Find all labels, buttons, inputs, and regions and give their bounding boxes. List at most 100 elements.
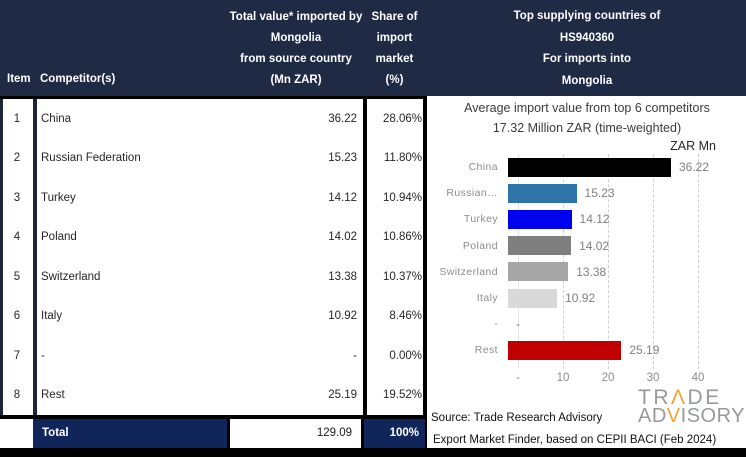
bar-italy [508, 288, 558, 308]
col-header-value-line: Total value* imported by [229, 11, 363, 23]
category-label: Russian… [446, 187, 498, 200]
cell-item: 1 [13, 112, 21, 125]
x-axis-ticks: - 10 20 30 40 [516, 372, 704, 386]
cell-competitor: China [41, 112, 72, 125]
chart-row: Poland 14.02 [428, 233, 746, 259]
cell-competitor: Switzerland [41, 270, 101, 283]
chart-row: China 36.22 [428, 154, 746, 180]
bar-area: 10.92 [508, 285, 746, 311]
cell-share: 19.52% [382, 389, 422, 402]
cell-item: 8 [13, 389, 21, 402]
chart-row: Turkey 14.12 [428, 206, 746, 232]
chart-grid [518, 154, 699, 369]
cell-competitor: Italy [41, 310, 63, 323]
total-row-label: Total [33, 419, 227, 448]
category-label: Italy [476, 292, 498, 305]
bar-poland [508, 236, 572, 256]
bar-value-label: 13.38 [576, 264, 607, 279]
table-row: 1 China 36.22 28.06% [0, 99, 427, 139]
bar-value-label: 14.02 [579, 238, 610, 253]
category-label: China [468, 161, 498, 174]
chart-title: Average import value from top 6 competit… [464, 101, 710, 115]
bar-value-label: 25.19 [629, 343, 660, 358]
source-text-line-2: Export Market Finder, based on CEPII BAC… [433, 434, 717, 446]
category-label: - [494, 318, 498, 331]
logo-caret-icon: Λ [671, 386, 688, 409]
category-label: Switzerland [439, 265, 498, 278]
bar-area: 15.23 [508, 180, 746, 206]
table-row: 2 Russian Federation 15.23 11.80% [0, 139, 427, 179]
bar-value-label: 14.12 [579, 212, 610, 227]
gridline [563, 154, 564, 369]
cell-value: 13.38 [328, 270, 357, 283]
chart-row: Italy 10.92 [428, 285, 746, 311]
cell-competitor: Poland [41, 231, 77, 244]
header-band: Item Competitor(s) Total value* imported… [0, 0, 746, 96]
col-header-value-line: from source country [240, 53, 352, 65]
category-label: Rest [474, 344, 498, 357]
logo-v-icon: V [666, 405, 681, 427]
x-tick-label: - [516, 372, 520, 384]
chart-row: Russian… 15.23 [428, 180, 746, 206]
bar-turkey [508, 209, 572, 229]
table-row: 3 Turkey 14.12 10.94% [0, 178, 427, 218]
bar-switzerland [508, 262, 569, 282]
table-right-border [423, 96, 427, 450]
chart-row: -- [428, 311, 746, 337]
col-header-competitor: Competitor(s) [40, 73, 116, 85]
chart-panel-title-line: Mongolia [561, 74, 613, 87]
table-row: 7 - - 0.00% [0, 336, 427, 376]
category-label: Turkey [463, 213, 498, 226]
cell-item: 4 [13, 231, 21, 244]
table-row: 4 Poland 14.02 10.86% [0, 218, 427, 258]
item-column-divider [33, 99, 37, 415]
cell-share: 10.86% [382, 231, 422, 244]
category-label: Poland [462, 239, 498, 252]
col-header-value-line: (Mn ZAR) [270, 74, 322, 86]
cell-share: 8.46% [389, 310, 422, 323]
bar-rest [508, 340, 622, 360]
chart-panel-title-line: Top supplying countries of [513, 10, 661, 22]
col-header-share: Share of import market (%) [366, 7, 423, 91]
table-row: 8 Rest 25.19 19.52% [0, 376, 427, 416]
chart-panel-title-line: For imports into [542, 53, 632, 65]
cell-share: 10.94% [382, 191, 422, 204]
x-tick-label: 40 [691, 372, 705, 384]
competitors-table: 1 China 36.22 28.06% 2 Russian Federation 15.2… [0, 96, 427, 419]
cell-share: 0.00% [389, 349, 422, 362]
axis-unit-label: ZAR Mn [670, 139, 716, 153]
table-rows: 1 China 36.22 28.06% 2 Russian Federation 15.2… [0, 99, 427, 415]
bar-area: 14.12 [508, 206, 746, 232]
cell-value: 14.02 [328, 231, 357, 244]
gridline [698, 154, 699, 369]
logo-word-advisory: ADVISORY [638, 405, 746, 427]
bar-russian [508, 183, 577, 203]
chart-panel-title: Top supplying countries of HS940360 For … [432, 6, 742, 92]
bar-value-label: 36.22 [678, 160, 710, 175]
chart-row: Switzerland 13.38 [428, 259, 746, 285]
col-header-share-line: import [376, 32, 413, 44]
bar-area: 14.02 [508, 233, 746, 259]
gridline [518, 154, 519, 369]
chart-panel-title-line: HS940360 [559, 31, 615, 44]
cell-competitor: - [41, 349, 45, 362]
cell-competitor: Russian Federation [41, 152, 141, 165]
bar-value-label: 15.23 [584, 186, 615, 201]
chart-panel: Average import value from top 6 competit… [428, 96, 746, 448]
col-header-value: Total value* imported by Mongolia from s… [226, 7, 366, 91]
trade-advisory-logo: TRΛDE ADVISORY [638, 386, 746, 427]
bar-area: 25.19 [508, 337, 746, 363]
gridline [653, 154, 654, 369]
bottom-border-bar [0, 448, 746, 457]
x-tick-label: 30 [646, 372, 660, 384]
cell-value: - [353, 349, 357, 362]
cell-share: 28.06% [382, 112, 422, 125]
chart-subtitle: 17.32 Million ZAR (time-weighted) [492, 121, 682, 135]
cell-value: 14.12 [328, 191, 357, 204]
cell-item: 2 [13, 152, 21, 165]
chart-row: Rest 25.19 [428, 337, 746, 363]
bar-value-label: 10.92 [565, 291, 596, 306]
col-header-value-line: Mongolia [270, 32, 322, 44]
cell-item: 6 [13, 310, 21, 323]
cell-value: 10.92 [328, 310, 357, 323]
